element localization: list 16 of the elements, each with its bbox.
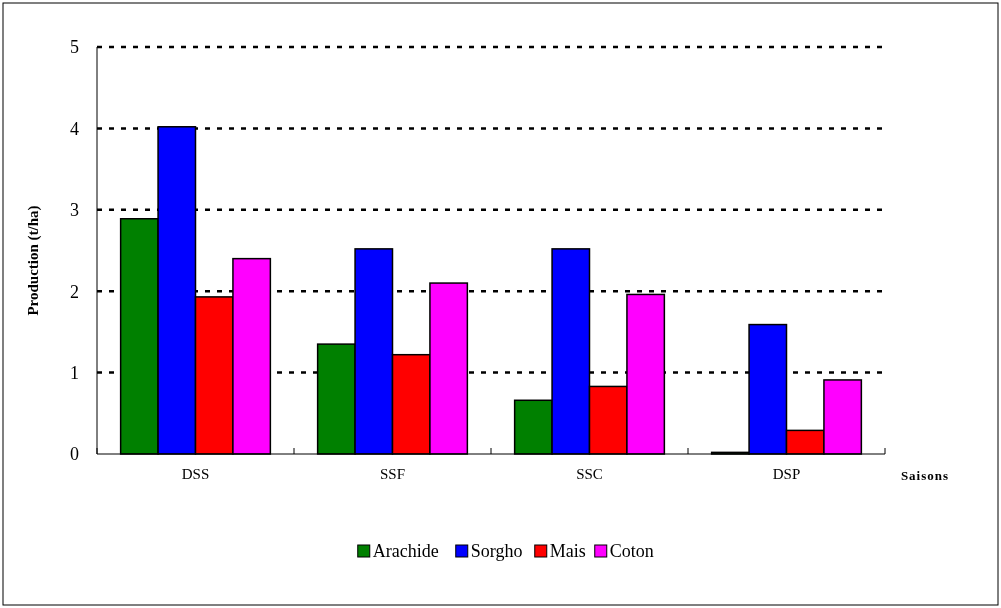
y-tick-label: 3 (70, 200, 79, 221)
legend-label: Mais (549, 541, 586, 562)
x-tick-label: DSS (181, 466, 210, 482)
legend-label: Coton (609, 541, 654, 562)
legend-label: Sorgho (470, 541, 523, 562)
x-axis-title: Saisons (900, 468, 950, 483)
y-tick-label: 1 (70, 362, 79, 383)
y-tick-label: 0 (70, 444, 79, 465)
y-axis-title: Production (t/ha) (25, 205, 42, 316)
x-tick-label: DSP (772, 466, 801, 482)
y-tick-label: 2 (70, 281, 79, 302)
x-tick-label: SSF (379, 466, 406, 482)
legend-label: Arachide (372, 541, 439, 562)
y-tick-label: 5 (70, 37, 79, 58)
x-tick-label: SSC (576, 466, 603, 482)
y-tick-label: 4 (70, 118, 79, 139)
